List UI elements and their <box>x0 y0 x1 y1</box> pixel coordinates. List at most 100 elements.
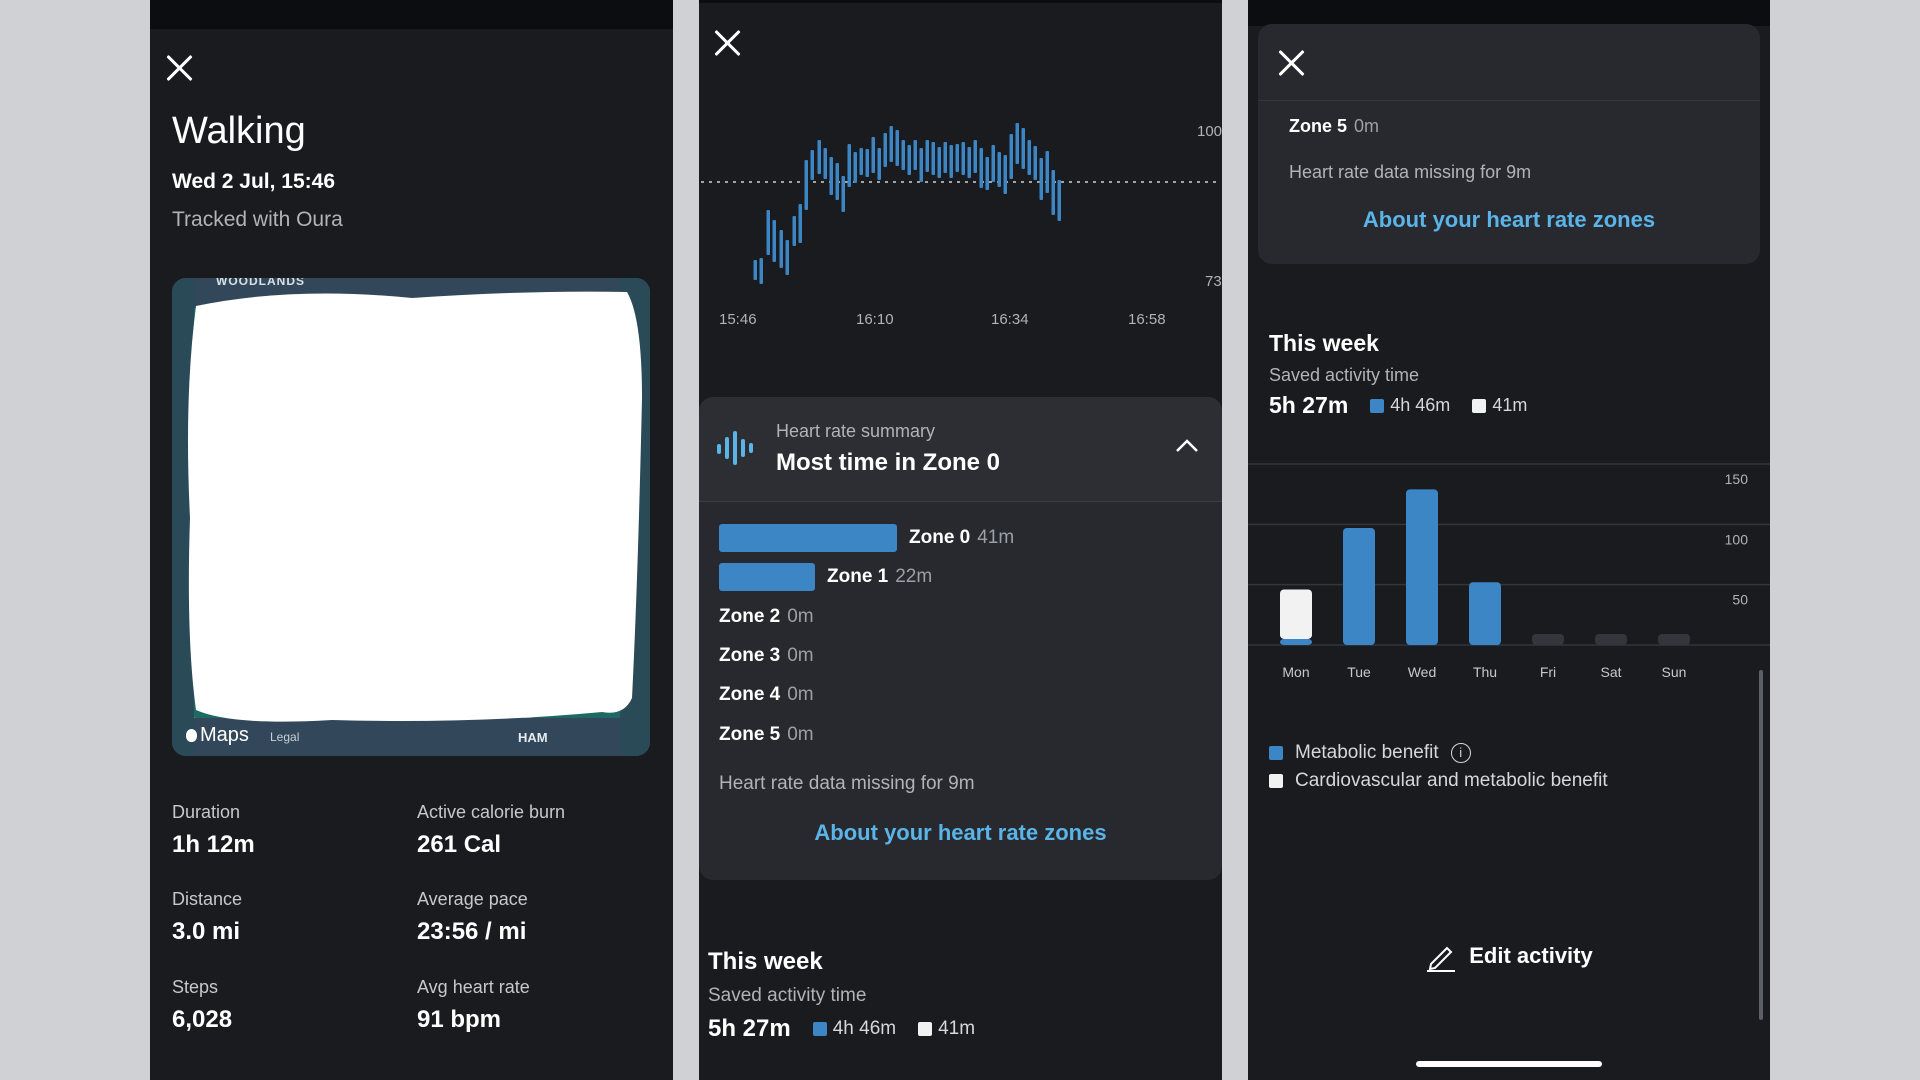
home-indicator[interactable] <box>1416 1061 1602 1067</box>
hr-sample-bar <box>913 140 917 170</box>
hr-sample-bar <box>804 160 808 210</box>
zone-row: Zone 5 0m <box>719 721 814 749</box>
pencil-icon <box>1427 946 1456 972</box>
hr-sample-bar <box>943 142 947 173</box>
cardio-swatch <box>918 1022 933 1036</box>
zone-value: 22m <box>895 566 933 587</box>
hr-sample-bar <box>1027 140 1031 175</box>
metabolic-bar[interactable] <box>1280 638 1312 645</box>
route-map[interactable]: WOODLANDS HAM Maps Legal <box>172 278 650 756</box>
cardio-swatch <box>1472 398 1487 413</box>
stat-label: Active calorie burn <box>417 802 566 822</box>
hr-sample-bar <box>779 230 783 268</box>
zone-name: Zone 3 <box>719 645 781 666</box>
stat-value: 91 bpm <box>417 1006 502 1033</box>
chart-legend: Metabolic benefit i Cardiovascular and m… <box>1269 742 1608 792</box>
metabolic-bar[interactable] <box>1469 582 1501 645</box>
zone-value: 41m <box>977 527 1015 548</box>
x-tick: 16:10 <box>856 311 894 328</box>
maps-attribution: Maps <box>186 724 249 747</box>
x-tick-label: Mon <box>1282 664 1309 680</box>
map-label-woodlands: WOODLANDS <box>216 278 305 288</box>
legend-swatch <box>1269 774 1283 788</box>
week-summary-row: 5h 27m 4h 46m 41m <box>1269 392 1527 419</box>
metabolic-time: 4h 46m <box>1390 395 1451 415</box>
y-tick-label: 50 <box>1732 592 1748 608</box>
cardio-time: 41m <box>938 1018 976 1039</box>
x-tick-label: Thu <box>1473 664 1497 680</box>
hr-sample-bar <box>759 258 763 284</box>
zone-name: Zone 0 <box>909 527 971 548</box>
hr-sample-bar <box>949 145 953 178</box>
zone-name: Zone 2 <box>719 606 781 627</box>
hr-sample-bar <box>1039 158 1043 200</box>
apple-logo-icon <box>186 729 197 742</box>
hr-summary-header[interactable]: Heart rate summary Most time in Zone 0 <box>699 397 1222 502</box>
stat-label: Steps <box>172 977 219 997</box>
cardio-bar[interactable] <box>1280 589 1312 639</box>
close-icon[interactable] <box>1276 48 1306 78</box>
stat-label: Distance <box>172 889 243 909</box>
zone-value: 0m <box>1354 116 1380 136</box>
empty-day-bar <box>1595 634 1627 645</box>
zone-bar <box>719 563 815 591</box>
hr-sample-bar <box>985 157 989 190</box>
hr-sample-bar <box>810 150 814 180</box>
heart-rate-wave-icon <box>717 431 753 465</box>
zone-row: Zone 3 0m <box>719 642 814 670</box>
metabolic-bar[interactable] <box>1406 489 1438 645</box>
maps-attribution-text: Maps <box>200 724 249 746</box>
stat-steps: Steps 6,028 <box>172 977 232 1034</box>
edit-activity-label: Edit activity <box>1469 943 1593 968</box>
activity-panel: Walking Wed 2 Jul, 15:46 Tracked with Ou… <box>150 0 673 1080</box>
close-icon[interactable] <box>712 28 742 58</box>
legend-cardio: Cardiovascular and metabolic benefit <box>1269 770 1608 792</box>
x-tick: 16:58 <box>1128 311 1166 328</box>
hr-sample-bar <box>991 145 995 182</box>
x-tick-label: Fri <box>1540 664 1556 680</box>
scrollbar[interactable] <box>1759 670 1763 1020</box>
edit-activity-button[interactable]: Edit activity <box>1248 940 1770 972</box>
stat-label: Avg heart rate <box>417 977 530 997</box>
y-tick-100: 100 <box>1197 123 1222 140</box>
week-summary-row: 5h 27m 4h 46m 41m <box>708 1015 975 1043</box>
stat-value: 1h 12m <box>172 831 255 858</box>
stat-calories: Active calorie burn 261 Cal <box>417 802 565 859</box>
map-legal-link[interactable]: Legal <box>270 730 300 744</box>
legend-label: Metabolic benefit <box>1295 742 1439 763</box>
week-title: This week <box>1269 330 1379 356</box>
hr-sample-bar <box>766 210 770 255</box>
stat-value: 261 Cal <box>417 831 502 858</box>
cardio-time: 41m <box>1492 395 1528 415</box>
metabolic-bar[interactable] <box>1343 527 1375 645</box>
hr-sample-bar <box>1033 146 1037 180</box>
hr-summary-card: Heart rate summary Most time in Zone 0 Z… <box>699 397 1222 880</box>
zone-row: Zone 2 0m <box>719 603 814 631</box>
hr-sample-bar <box>901 140 905 170</box>
stat-value: 6,028 <box>172 1006 233 1033</box>
info-icon[interactable]: i <box>1450 743 1471 763</box>
hr-sample-bar <box>841 176 845 212</box>
close-icon[interactable] <box>164 53 194 83</box>
hr-sample-bar <box>871 137 875 173</box>
chevron-up-icon[interactable] <box>1175 439 1199 453</box>
zone-name: Zone 5 <box>1289 116 1348 136</box>
y-tick-label: 100 <box>1725 531 1749 547</box>
about-hr-zones-link[interactable]: About your heart rate zones <box>814 820 1107 845</box>
hr-sample-bar <box>1051 170 1055 215</box>
divider <box>1258 100 1760 101</box>
zone-value: 0m <box>787 724 814 745</box>
hr-sample-bar <box>859 148 863 175</box>
about-hr-zones-link[interactable]: About your heart rate zones <box>1362 207 1656 232</box>
metabolic-time: 4h 46m <box>832 1018 897 1039</box>
hr-sample-bar <box>925 140 929 172</box>
hr-sample-bar <box>937 147 941 178</box>
zone-row: Zone 4 0m <box>719 681 814 709</box>
hr-sample-bar <box>889 126 893 162</box>
status-bar <box>150 0 673 29</box>
hr-sample-bar <box>798 204 802 243</box>
zone-value: 0m <box>787 645 814 666</box>
zone-name: Zone 4 <box>719 684 781 705</box>
hr-sample-bar <box>1057 180 1061 221</box>
x-tick: 15:46 <box>719 311 757 328</box>
